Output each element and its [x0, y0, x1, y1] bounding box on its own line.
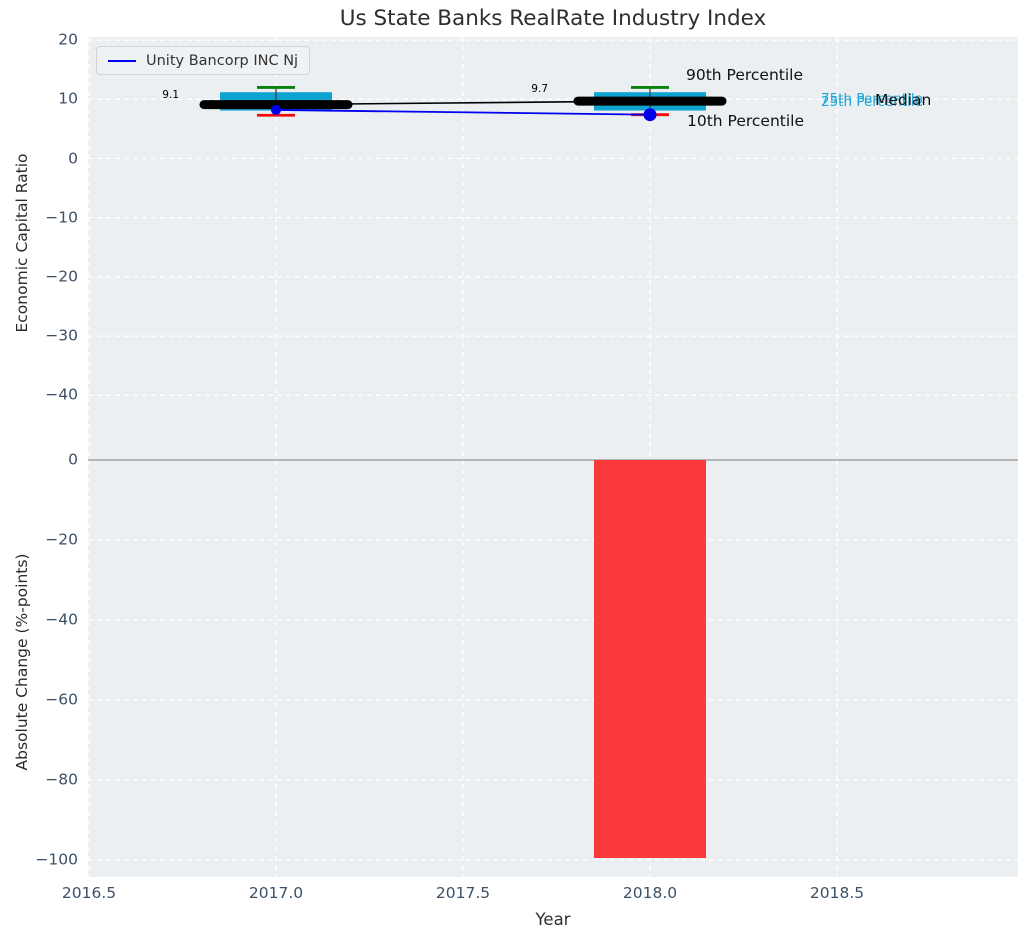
median-value-label-2017: 9.1 — [162, 89, 179, 101]
annotation-90th-percentile: 90th Percentile — [686, 66, 804, 84]
median-value-label-2018: 9.7 — [531, 83, 548, 95]
annotation-25th-percentile: 25th Percentile — [821, 94, 923, 110]
annotation-10th-percentile: 10th Percentile — [687, 112, 805, 130]
x-axis-label: Year — [535, 910, 571, 929]
legend-line-swatch — [108, 59, 136, 62]
change-bar — [594, 460, 706, 858]
plot-background — [88, 37, 1018, 877]
company-series-marker — [271, 104, 281, 115]
legend: Unity Bancorp INC Nj — [96, 46, 311, 75]
y-axis-label-bottom: Absolute Change (%-points) — [13, 553, 31, 771]
chart-title: Us State Banks RealRate Industry Index — [339, 6, 767, 31]
annotation-median: Median — [875, 91, 932, 109]
company-series-line — [275, 109, 651, 116]
annotation-75th-percentile: 75th Percentile — [821, 91, 923, 107]
y-axis-label-top: Economic Capital Ratio — [13, 153, 31, 333]
legend-label: Unity Bancorp INC Nj — [146, 52, 299, 69]
company-series-marker — [643, 108, 657, 122]
